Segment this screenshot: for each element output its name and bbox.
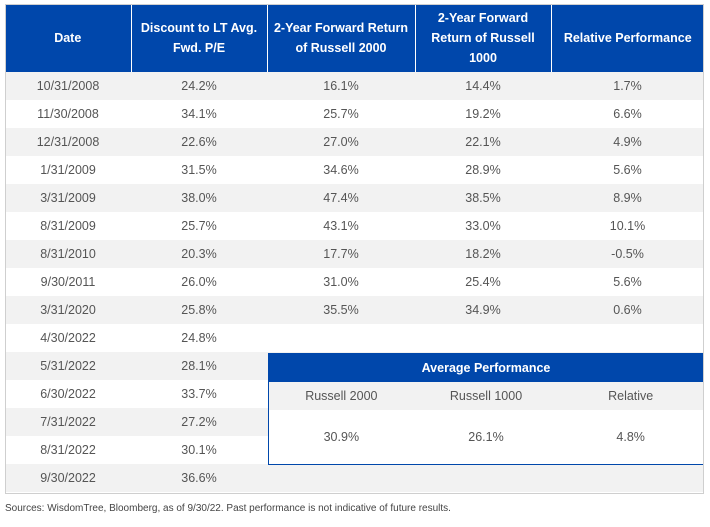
average-performance-panel: Average Performance Russell 2000 Russell… [268, 353, 704, 465]
discount-cell: 30.1% [181, 443, 217, 457]
performance-table-container: Date Discount to LT Avg. Fwd. P/E 2-Year… [5, 4, 704, 494]
discount-cell: 38.0% [131, 184, 267, 212]
russell-2000-cell: 31.0% [323, 275, 359, 289]
discount-cell: 33.7% [181, 387, 217, 401]
russell-2000-cell [267, 324, 415, 352]
russell-2000-cell: 35.5% [267, 296, 415, 324]
table-row: 9/30/2022 36.6% [5, 464, 704, 492]
table-row: 3/31/2020 25.8% 35.5% 34.9% 0.6% [5, 296, 704, 324]
date-cell: 3/31/2009 [5, 184, 131, 212]
relative-cell: 4.9% [551, 128, 704, 156]
discount-cell: 28.1% [131, 352, 267, 380]
russell-2000-cell: 17.7% [267, 240, 415, 268]
russell-2000-cell: 25.7% [323, 107, 359, 121]
relative-cell: 6.6% [613, 107, 642, 121]
source-note: Sources: WisdomTree, Bloomberg, as of 9/… [5, 503, 451, 514]
discount-cell: 25.8% [131, 296, 267, 324]
date-cell: 8/31/2010 [5, 240, 131, 268]
discount-cell: 27.2% [131, 408, 267, 436]
table-row: 8/31/2010 20.3% 17.7% 18.2% -0.5% [5, 240, 704, 268]
header-discount: Discount to LT Avg. Fwd. P/E [131, 4, 268, 72]
russell-2000-cell: 34.6% [323, 163, 359, 177]
discount-cell: 26.0% [181, 275, 217, 289]
date-cell: 8/31/2009 [40, 219, 96, 233]
date-cell: 11/30/2008 [37, 107, 99, 121]
russell-2000-cell: 16.1% [267, 72, 415, 100]
russell-1000-cell [415, 464, 551, 492]
average-label-russell-1000: Russell 1000 [449, 389, 523, 403]
average-labels-row: Russell 2000 Russell 1000 Relative [269, 382, 703, 410]
russell-1000-cell: 19.2% [465, 107, 501, 121]
relative-cell: 10.1% [609, 219, 646, 233]
table-row: 10/31/2008 24.2% 16.1% 14.4% 1.7% [5, 72, 704, 100]
table-body: 10/31/2008 24.2% 16.1% 14.4% 1.7% 11/30/2008 3… [5, 72, 704, 492]
date-cell: 8/31/2022 [40, 443, 96, 457]
header-date: Date [5, 4, 132, 72]
russell-2000-cell: 43.1% [323, 219, 359, 233]
russell-1000-cell: 28.9% [465, 163, 501, 177]
relative-cell [551, 464, 704, 492]
relative-cell: 8.9% [551, 184, 704, 212]
average-values-row: 30.9% 26.1% 4.8% [269, 410, 703, 464]
performance-table: Date Discount to LT Avg. Fwd. P/E 2-Year… [5, 4, 704, 492]
average-label-relative: Relative [608, 389, 654, 403]
russell-1000-cell: 25.4% [465, 275, 501, 289]
date-cell: 9/30/2022 [5, 464, 131, 492]
russell-1000-cell: 18.2% [415, 240, 551, 268]
table-row: 11/30/2008 34.1% 25.7% 19.2% 6.6% [5, 100, 704, 128]
average-value-russell-2000: 30.9% [323, 430, 360, 444]
discount-cell: 36.6% [131, 464, 267, 492]
average-performance-title: Average Performance [269, 354, 703, 382]
relative-cell: 5.6% [613, 163, 642, 177]
table-row: 8/31/2009 25.7% 43.1% 33.0% 10.1% [5, 212, 704, 240]
table-row: 12/31/2008 22.6% 27.0% 22.1% 4.9% [5, 128, 704, 156]
discount-cell: 24.8% [181, 331, 217, 345]
discount-cell: 20.3% [131, 240, 267, 268]
russell-2000-cell: 47.4% [267, 184, 415, 212]
table-row: 6/30/2022 33.7% [5, 380, 704, 408]
russell-1000-cell [415, 324, 551, 352]
average-value-russell-1000: 26.1% [468, 430, 504, 444]
russell-2000-cell: 27.0% [267, 128, 415, 156]
date-cell: 5/31/2022 [5, 352, 131, 380]
date-cell: 10/31/2008 [5, 72, 131, 100]
discount-cell: 34.1% [181, 107, 217, 121]
russell-2000-cell [267, 464, 415, 492]
header-relative-performance: Relative Performance [551, 4, 704, 72]
relative-cell: 1.7% [551, 72, 704, 100]
discount-cell: 22.6% [131, 128, 267, 156]
table-row: 4/30/2022 24.8% [5, 324, 704, 352]
russell-1000-cell: 38.5% [415, 184, 551, 212]
discount-cell: 24.2% [131, 72, 267, 100]
average-label-russell-2000: Russell 2000 [305, 389, 378, 403]
russell-1000-cell: 33.0% [465, 219, 501, 233]
date-cell: 9/30/2011 [40, 275, 96, 289]
table-row: 1/31/2009 31.5% 34.6% 28.9% 5.6% [5, 156, 704, 184]
date-cell: 3/31/2020 [5, 296, 131, 324]
russell-1000-cell: 14.4% [415, 72, 551, 100]
russell-1000-cell: 34.9% [415, 296, 551, 324]
date-cell: 1/31/2009 [40, 163, 96, 177]
table-row: 8/31/2022 30.1% [5, 436, 704, 464]
relative-cell: 5.6% [613, 275, 642, 289]
date-cell: 4/30/2022 [40, 331, 96, 345]
date-cell: 12/31/2008 [5, 128, 131, 156]
discount-cell: 31.5% [181, 163, 217, 177]
table-header-row: Date Discount to LT Avg. Fwd. P/E 2-Year… [5, 4, 704, 72]
date-cell: 7/31/2022 [5, 408, 131, 436]
relative-cell: -0.5% [551, 240, 704, 268]
header-russell-2000-return: 2-Year Forward Return of Russell 2000 [267, 4, 416, 72]
relative-cell [551, 324, 704, 352]
date-cell: 6/30/2022 [40, 387, 96, 401]
discount-cell: 25.7% [181, 219, 217, 233]
table-row: 3/31/2009 38.0% 47.4% 38.5% 8.9% [5, 184, 704, 212]
russell-1000-cell: 22.1% [415, 128, 551, 156]
relative-cell: 0.6% [551, 296, 704, 324]
header-russell-1000-return: 2-Year Forward Return of Russell 1000 [415, 4, 552, 72]
table-row: 9/30/2011 26.0% 31.0% 25.4% 5.6% [5, 268, 704, 296]
average-value-relative: 4.8% [616, 430, 645, 444]
